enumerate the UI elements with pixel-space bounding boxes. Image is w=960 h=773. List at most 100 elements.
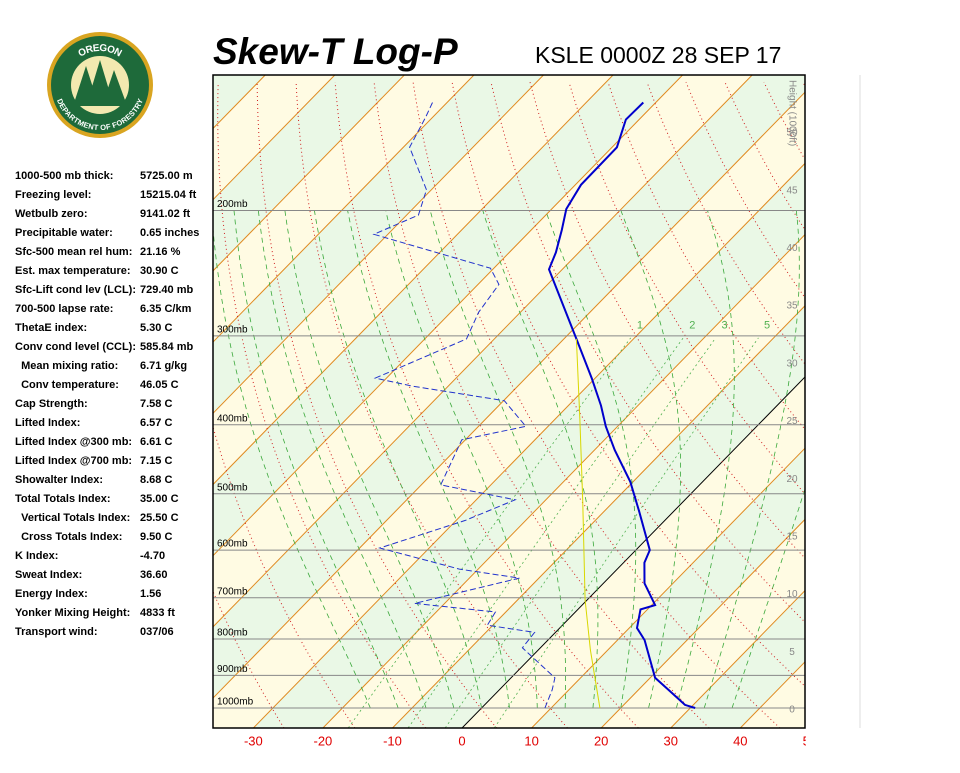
mixing-ratio-label: 5 bbox=[764, 319, 770, 331]
moist-adiabat bbox=[620, 210, 681, 709]
isotherm-grid bbox=[670, 589, 805, 728]
stat-value: 9.50 C bbox=[140, 531, 172, 543]
stat-value: 729.40 mb bbox=[140, 284, 193, 296]
y-tick-label: 700mb bbox=[217, 586, 248, 597]
y-tick-label: 400mb bbox=[217, 413, 248, 424]
isotherm bbox=[213, 91, 805, 699]
height-tick-label: 25 bbox=[786, 416, 798, 427]
height-tick-label: 45 bbox=[786, 185, 798, 196]
stat-value: 8.68 C bbox=[140, 474, 172, 486]
moist-adiabat bbox=[545, 210, 637, 709]
stat-label: Sfc-Lift cond lev (LCL): bbox=[15, 284, 136, 296]
isotherm-band bbox=[213, 75, 805, 699]
height-tick-label: 50 bbox=[786, 128, 798, 139]
stat-value: 15215.04 ft bbox=[140, 189, 197, 201]
height-tick-label: 20 bbox=[786, 474, 798, 485]
isotherm bbox=[213, 75, 683, 557]
stat-label: Energy Index: bbox=[15, 588, 88, 600]
chart-title: Skew-T Log-P bbox=[213, 31, 458, 72]
isotherm bbox=[213, 75, 544, 414]
stat-value: 46.05 C bbox=[140, 379, 179, 391]
stat-value: -4.70 bbox=[140, 550, 165, 562]
stat-label: K Index: bbox=[15, 550, 58, 562]
isotherm-grid bbox=[252, 162, 805, 728]
stat-label: Est. max temperature: bbox=[15, 265, 131, 277]
moist-adiabat bbox=[284, 210, 455, 709]
stat-label: Mean mixing ratio: bbox=[15, 360, 118, 372]
height-tick-label: 10 bbox=[786, 589, 798, 600]
height-tick-label: 35 bbox=[786, 301, 798, 312]
stat-label: Cross Totals Index: bbox=[15, 531, 122, 543]
x-tick-label: -30 bbox=[244, 733, 263, 748]
stat-label: 700-500 lapse rate: bbox=[15, 303, 113, 315]
plot-frame bbox=[212, 74, 806, 729]
x-tick-label: 20 bbox=[594, 733, 608, 748]
logo-trees bbox=[75, 60, 125, 100]
stat-label: Precipitable water: bbox=[15, 227, 113, 239]
height-tick-label: 40 bbox=[786, 243, 798, 254]
stat-label: Sfc-500 mean rel hum: bbox=[15, 246, 132, 258]
mixing-ratio-line bbox=[407, 337, 684, 728]
height-tick-label: 30 bbox=[786, 358, 798, 369]
stat-label: Freezing level: bbox=[15, 189, 91, 201]
mixing-ratio-label: 2 bbox=[689, 319, 695, 331]
x-tick-label: 50 bbox=[803, 733, 817, 748]
y-tick-label: 1000mb bbox=[217, 697, 254, 708]
isotherm-band bbox=[213, 92, 805, 728]
dry-adiabat bbox=[451, 82, 805, 687]
isotherm-grid bbox=[600, 518, 805, 728]
stat-label: Conv cond level (CCL): bbox=[15, 341, 136, 353]
mixing-ratio-line bbox=[444, 337, 716, 728]
stat-label: Conv temperature: bbox=[15, 379, 119, 391]
stat-value: 585.84 mb bbox=[140, 341, 193, 353]
mixing-ratio-line bbox=[347, 337, 632, 728]
stat-value: 0.65 inches bbox=[140, 227, 199, 239]
stat-label: Cap Strength: bbox=[15, 398, 88, 410]
dry-adiabat bbox=[213, 590, 285, 728]
isotherm bbox=[213, 75, 405, 272]
x-tick-label: 30 bbox=[664, 733, 678, 748]
x-tick-label: -20 bbox=[314, 733, 333, 748]
y-tick-label: 800mb bbox=[217, 628, 248, 639]
stat-value: 5.30 C bbox=[140, 322, 172, 334]
mixing-ratio-label: 3 bbox=[721, 319, 727, 331]
x-tick-label: -10 bbox=[383, 733, 402, 748]
stat-label: Sweat Index: bbox=[15, 569, 82, 581]
y-tick-label: 500mb bbox=[217, 482, 248, 493]
stat-value: 6.61 C bbox=[140, 436, 172, 448]
stat-value: 7.15 C bbox=[140, 455, 172, 467]
stat-label: Showalter Index: bbox=[15, 474, 103, 486]
height-axis-label: Height (1000ft) bbox=[786, 80, 797, 146]
stat-label: Transport wind: bbox=[15, 626, 98, 638]
height-tick-label: 5 bbox=[789, 647, 795, 658]
mixing-ratio-label: 1 bbox=[637, 319, 643, 331]
stat-label: Total Totals Index: bbox=[15, 493, 111, 505]
stat-value: 21.16 % bbox=[140, 246, 181, 258]
stat-label: Lifted Index @300 mb: bbox=[15, 436, 132, 448]
stat-value: 36.60 bbox=[140, 569, 168, 581]
profile-line bbox=[575, 338, 601, 709]
y-tick-label: 200mb bbox=[217, 199, 248, 210]
stat-value: 5725.00 m bbox=[140, 170, 193, 182]
stat-value: 7.58 C bbox=[140, 398, 172, 410]
isotherm bbox=[213, 75, 336, 201]
stats-panel: 1000-500 mb thick: 5725.00 m Freezing leve… bbox=[15, 170, 199, 638]
y-tick-label: 300mb bbox=[217, 324, 248, 335]
stat-label: Vertical Totals Index: bbox=[15, 512, 130, 524]
y-tick-label: 900mb bbox=[217, 664, 248, 675]
stat-value: 6.71 g/kg bbox=[140, 360, 187, 372]
stat-value: 1.56 bbox=[140, 588, 161, 600]
stat-label: ThetaE index: bbox=[15, 322, 87, 334]
isotherm bbox=[213, 75, 475, 343]
axes: -30 -20 -10 0 10 20 30 40 50 1000mb 900mb 800mb 700m… bbox=[217, 80, 817, 748]
stat-label: Wetbulb zero: bbox=[15, 208, 88, 220]
x-tick-label: 0 bbox=[458, 733, 465, 748]
chart-subtitle: KSLE 0000Z 28 SEP 17 bbox=[535, 42, 781, 68]
isotherm bbox=[213, 75, 753, 628]
height-tick-label: 15 bbox=[786, 532, 798, 543]
stat-value: 30.90 C bbox=[140, 265, 179, 277]
stat-value: 9141.02 ft bbox=[140, 208, 190, 220]
logo-top-text: OREGON bbox=[76, 42, 123, 59]
